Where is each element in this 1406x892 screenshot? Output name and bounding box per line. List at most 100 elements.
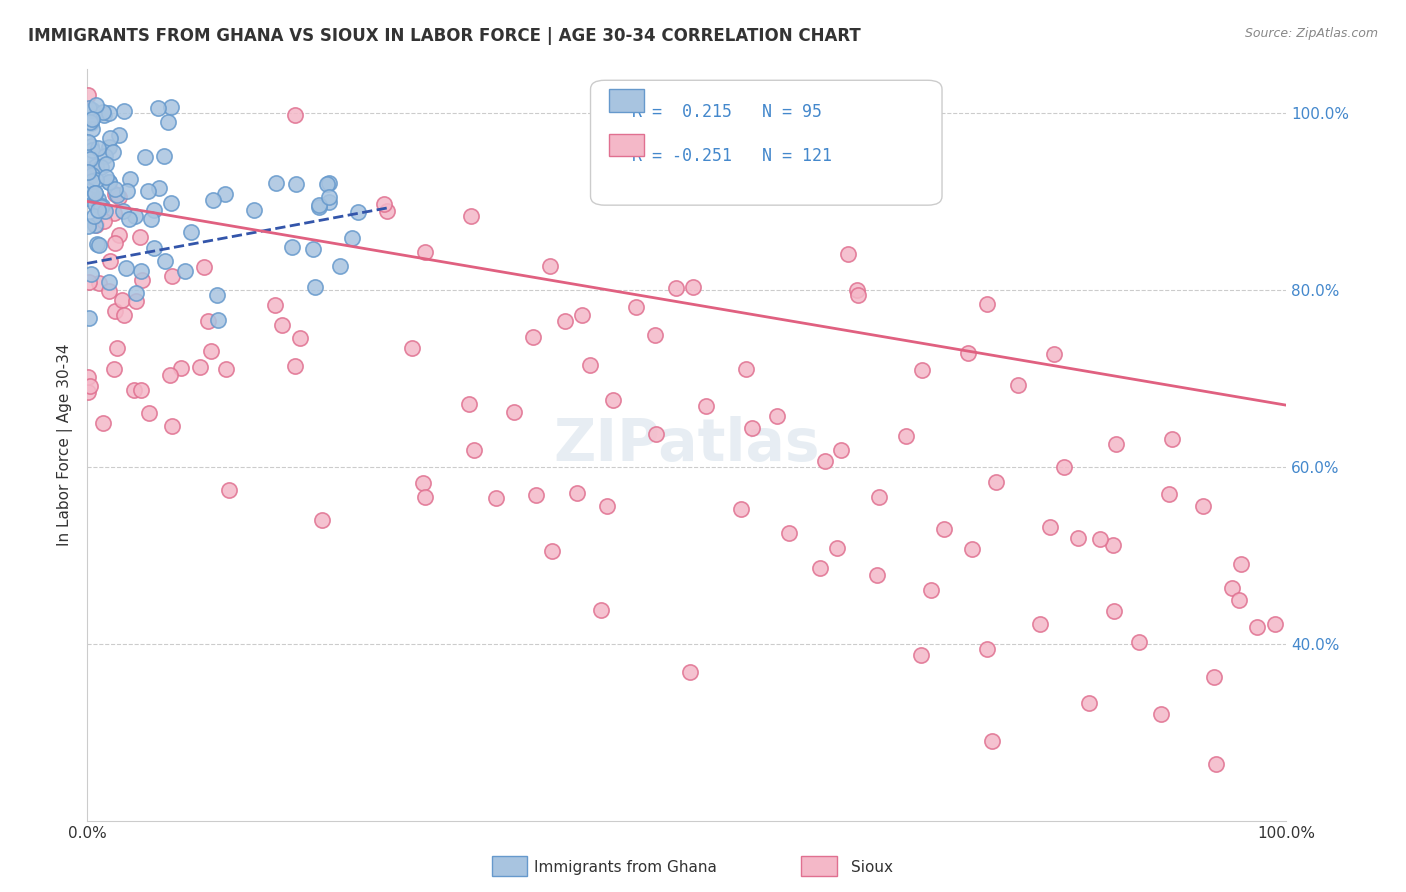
Point (830, 442, 852, 457)
Point (910, 648, 932, 663)
Point (84, 159, 107, 173)
Point (79, 115, 101, 129)
Point (107, 128, 129, 143)
Point (97, 275, 120, 289)
Point (188, 360, 211, 375)
Point (159, 196, 181, 211)
Point (1205, 756, 1227, 771)
Text: Immigrants from Ghana: Immigrants from Ghana (534, 860, 717, 874)
Point (318, 176, 340, 190)
Point (866, 567, 889, 582)
Point (97, 284, 120, 298)
Point (541, 543, 564, 558)
Point (98, 175, 121, 189)
Point (79, 186, 101, 201)
Point (93, 214, 115, 228)
Point (602, 392, 624, 407)
Point (284, 108, 307, 122)
Point (93, 203, 115, 218)
Text: Sioux: Sioux (851, 860, 893, 874)
Point (984, 475, 1007, 490)
Point (207, 312, 229, 326)
Point (80, 161, 103, 175)
Point (77, 165, 100, 179)
Point (97, 140, 120, 154)
Point (83, 209, 105, 223)
Point (111, 293, 134, 308)
Point (1204, 670, 1226, 684)
Point (180, 225, 202, 239)
Point (1161, 432, 1184, 446)
Point (118, 172, 141, 186)
Point (77, 151, 100, 165)
Point (160, 100, 183, 114)
Point (665, 281, 688, 295)
Point (86, 202, 108, 217)
Point (84, 98, 107, 112)
Point (153, 254, 176, 268)
Point (644, 327, 666, 342)
Point (101, 145, 124, 159)
Point (778, 525, 800, 540)
Point (80, 139, 103, 153)
Point (104, 304, 127, 318)
Point (94, 149, 117, 163)
Point (108, 227, 131, 242)
Point (82, 103, 104, 117)
Point (122, 383, 145, 397)
Point (142, 241, 165, 255)
Point (1105, 436, 1128, 450)
Point (84, 218, 107, 232)
Point (980, 733, 1002, 747)
Point (148, 102, 170, 116)
Point (104, 235, 127, 250)
Point (80, 268, 103, 282)
Point (263, 298, 285, 312)
Point (162, 418, 184, 433)
Point (79, 184, 101, 198)
Point (682, 280, 704, 294)
Point (134, 150, 156, 164)
Point (868, 490, 890, 504)
Point (84, 186, 107, 201)
Point (125, 294, 148, 309)
Point (458, 397, 481, 411)
Point (1029, 616, 1052, 631)
Point (960, 542, 983, 557)
Point (103, 205, 125, 219)
Point (131, 273, 153, 287)
Point (976, 641, 998, 656)
Point (1052, 459, 1074, 474)
Point (79, 152, 101, 166)
Point (1150, 707, 1173, 722)
Point (218, 483, 240, 497)
Point (153, 149, 176, 163)
Point (131, 383, 153, 397)
Point (485, 491, 508, 506)
Point (80, 112, 103, 127)
Point (112, 104, 135, 119)
Point (160, 268, 183, 283)
Point (596, 499, 619, 513)
Point (502, 405, 524, 419)
Point (156, 115, 179, 129)
Point (94, 157, 117, 171)
Point (304, 280, 326, 294)
Point (170, 361, 193, 376)
Point (695, 399, 717, 413)
Point (1159, 486, 1181, 500)
Point (98, 254, 121, 268)
Point (1067, 532, 1090, 546)
Point (97, 175, 120, 189)
Point (80, 122, 103, 136)
Point (846, 287, 869, 301)
Point (98, 131, 121, 145)
Point (284, 177, 307, 191)
Point (125, 285, 148, 300)
Point (105, 188, 128, 202)
Point (214, 186, 236, 201)
Point (129, 263, 152, 277)
Point (77, 370, 100, 384)
Point (1078, 696, 1101, 710)
Point (202, 193, 225, 207)
